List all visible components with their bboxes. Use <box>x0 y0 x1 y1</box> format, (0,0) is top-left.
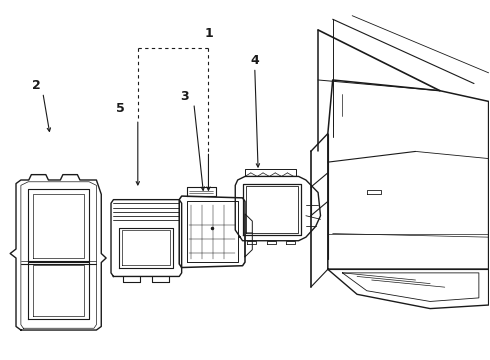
Text: 2: 2 <box>32 79 41 92</box>
Text: 3: 3 <box>180 90 189 103</box>
Text: 5: 5 <box>117 102 125 115</box>
Text: 1: 1 <box>204 27 213 40</box>
Text: 4: 4 <box>250 54 259 67</box>
